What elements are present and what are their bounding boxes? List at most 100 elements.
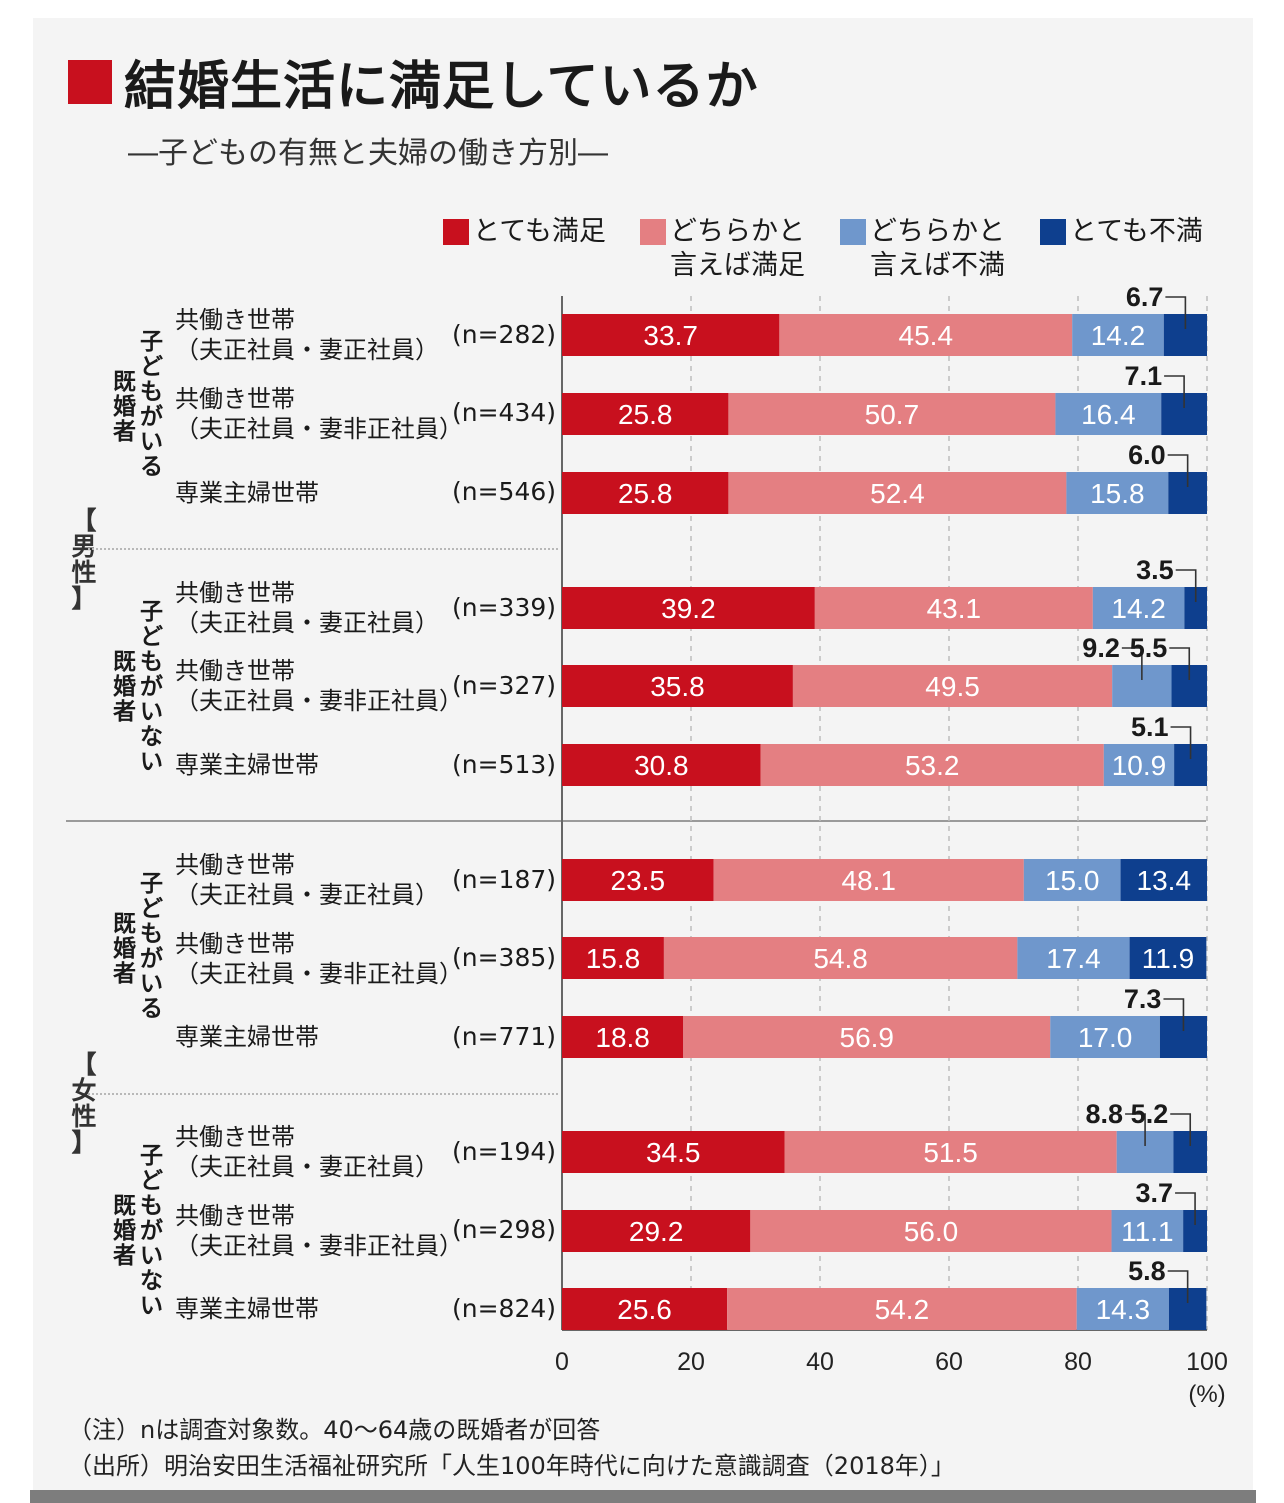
bar-value-label: 13.4 [1137, 865, 1192, 896]
title-marker-icon [68, 60, 112, 104]
bar-value-label: 9.2 [1082, 633, 1120, 663]
row-label: 共働き世帯 （夫正社員・妻非正社員） [175, 657, 463, 715]
row-label: 共働き世帯 （夫正社員・妻非正社員） [175, 385, 463, 443]
bar-segment [562, 314, 780, 356]
bar-value-label: 17.4 [1046, 943, 1101, 974]
bar-segment [562, 665, 793, 707]
label-leader-line [1121, 647, 1143, 680]
bar-value-label: 34.5 [646, 1137, 701, 1168]
label-leader-line [1175, 569, 1197, 602]
bar-segment [562, 393, 729, 435]
x-tick-label: 60 [935, 1348, 963, 1376]
group-label: 子どもがいない 既婚者 [113, 1143, 163, 1319]
group-label: 子どもがいる 既婚者 [113, 329, 163, 480]
bar-value-label: 5.8 [1128, 1256, 1166, 1286]
bar-segment [562, 587, 815, 629]
bar-value-label: 52.4 [870, 478, 925, 509]
bottom-border [30, 1490, 1256, 1503]
bar-segment [1184, 587, 1207, 629]
bar-value-label: 35.8 [650, 671, 705, 702]
bar-value-label: 53.2 [905, 750, 960, 781]
section-divider [66, 820, 1206, 822]
bar-value-label: 6.7 [1126, 282, 1164, 312]
bar-value-label: 15.8 [1090, 478, 1145, 509]
label-leader-line [1167, 454, 1189, 487]
row-label: 専業主婦世帯 [175, 1023, 319, 1051]
bar-value-label: 5.2 [1131, 1099, 1169, 1129]
bar-segment [792, 665, 1113, 707]
bar-segment [1076, 1288, 1169, 1330]
group-divider [88, 1093, 558, 1095]
bar-segment [1066, 472, 1169, 514]
bar-value-label: 23.5 [611, 865, 666, 896]
bar-segment [1017, 937, 1130, 979]
bar-segment [663, 937, 1018, 979]
legend-swatch-icon [1040, 219, 1066, 245]
bar-value-label: 25.8 [618, 478, 673, 509]
bar-value-label: 8.8 [1086, 1099, 1124, 1129]
page-subtitle: ―子どもの有無と夫婦の働き方別― [128, 136, 608, 171]
bar-segment [760, 744, 1104, 786]
bar-value-label: 56.0 [904, 1216, 959, 1247]
bar-segment [562, 1210, 751, 1252]
bar-segment [1023, 859, 1121, 901]
x-tick-label: 100 [1186, 1348, 1228, 1376]
footnote: （注）nは調査対象数。40～64歳の既婚者が回答 （出所）明治安田生活福祉研究所… [68, 1416, 955, 1480]
label-leader-line [1169, 647, 1191, 680]
bar-segment [1129, 937, 1207, 979]
label-leader-line [1165, 296, 1187, 329]
label-leader-line [1125, 1113, 1146, 1146]
bar-value-label: 56.9 [840, 1022, 895, 1053]
row-n-count: (n=824) [452, 1294, 557, 1323]
page-title: 結婚生活に満足しているか [124, 57, 759, 117]
row-n-count: (n=513) [452, 750, 557, 779]
row-n-count: (n=187) [452, 865, 557, 894]
bar-value-label: 15.0 [1045, 865, 1100, 896]
bar-value-label: 5.1 [1131, 712, 1169, 742]
bar-value-label: 5.5 [1130, 633, 1168, 663]
legend-swatch-icon [443, 219, 469, 245]
bar-segment [779, 314, 1073, 356]
bar-segment [562, 1288, 728, 1330]
bar-value-label: 45.4 [899, 320, 954, 351]
bar-value-label: 7.3 [1124, 984, 1162, 1014]
bar-segment [562, 744, 761, 786]
bar-value-label: 14.2 [1091, 320, 1146, 351]
bar-value-label: 3.7 [1136, 1178, 1174, 1208]
bar-value-label: 51.5 [923, 1137, 978, 1168]
label-leader-line [1170, 726, 1192, 759]
row-n-count: (n=771) [452, 1022, 557, 1051]
bar-segment [1111, 1210, 1184, 1252]
bar-value-label: 29.2 [629, 1216, 684, 1247]
group-label: 子どもがいる 既婚者 [113, 871, 163, 1022]
bar-segment [562, 1131, 785, 1173]
bar-segment [1092, 587, 1185, 629]
bar-value-label: 14.3 [1096, 1294, 1151, 1325]
legend-label: どちらかと 言えば満足 [670, 216, 805, 281]
row-label: 専業主婦世帯 [175, 751, 319, 779]
row-n-count: (n=434) [452, 398, 557, 427]
bar-segment [1103, 744, 1175, 786]
bar-segment [683, 1016, 1051, 1058]
bar-segment [727, 1288, 1077, 1330]
bar-value-label: 54.8 [813, 943, 868, 974]
bar-value-label: 39.2 [661, 593, 716, 624]
bar-segment [1072, 314, 1164, 356]
bar-value-label: 25.6 [617, 1294, 672, 1325]
x-axis-unit: (%) [1188, 1381, 1225, 1408]
legend-label: とても満足 [473, 216, 606, 247]
bar-value-label: 11.1 [1121, 1216, 1173, 1247]
bar-segment [728, 472, 1067, 514]
bar-value-label: 25.8 [618, 399, 673, 430]
row-label: 共働き世帯 （夫正社員・妻正社員） [175, 851, 439, 909]
label-leader-line [1167, 1270, 1189, 1303]
bar-segment [713, 859, 1024, 901]
bar-value-label: 49.5 [925, 671, 980, 702]
legend-label: どちらかと 言えば不満 [870, 216, 1005, 281]
bar-value-label: 6.0 [1128, 440, 1166, 470]
bar-value-label: 54.2 [875, 1294, 930, 1325]
bar-value-label: 10.9 [1112, 750, 1167, 781]
bar-segment [562, 937, 664, 979]
row-n-count: (n=298) [452, 1215, 557, 1244]
